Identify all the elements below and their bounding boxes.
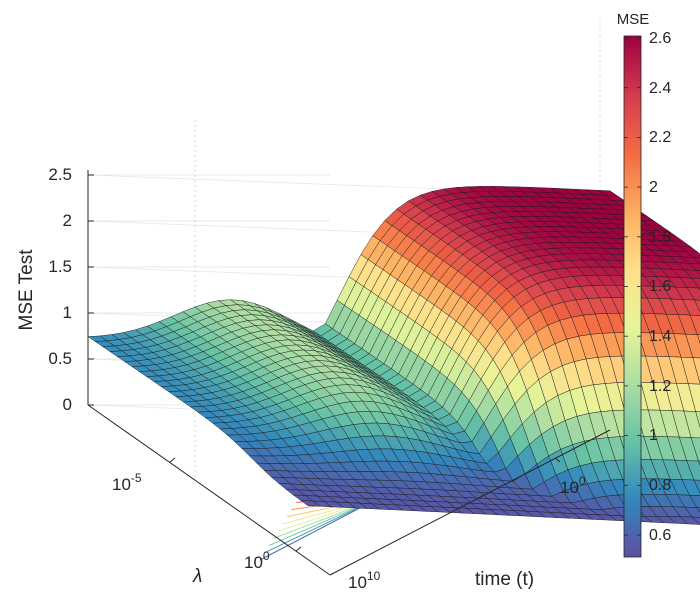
mse-surface [87, 186, 700, 525]
time-tick-mark [554, 457, 561, 463]
lambda-tick-label: 100 [244, 549, 270, 572]
colorbar-ticks [624, 37, 641, 536]
colorbar-tick-label: 2.6 [649, 30, 671, 47]
z-tick-label: 0 [63, 395, 72, 414]
z-tick-label: 0.5 [48, 349, 72, 368]
z-tick-label: 2 [63, 211, 72, 230]
time-axis-line [329, 429, 611, 576]
colorbar-tick-label: 0.6 [649, 527, 671, 544]
lambda-axis-line [87, 404, 331, 576]
colorbar-tick-label: 2 [649, 179, 658, 196]
colorbar-tick-label: 1.2 [649, 378, 671, 395]
z-tick-label: 1.5 [48, 257, 72, 276]
time-axis-ticks: 1010 100 [348, 474, 586, 592]
colorbar-tick-label: 0.8 [649, 477, 671, 494]
time-tick-label: 1010 [348, 569, 381, 592]
lambda-axis-label: λ [192, 566, 202, 587]
colorbar-title: MSE [617, 11, 650, 28]
colorbar-tick-label: 2.2 [649, 129, 671, 146]
surface-patch [299, 500, 321, 507]
z-tick-label: 1 [63, 303, 72, 322]
axes-lines [87, 170, 611, 576]
colorbar-tick-label: 1.6 [649, 278, 671, 295]
lambda-tick-label: 10-5 [112, 471, 142, 494]
time-axis-label: time (t) [475, 569, 534, 590]
lambda-tick-mark [169, 457, 176, 463]
time-tick-label: 100 [560, 474, 586, 497]
colorbar: MSE 0.6 0.8 1 1.2 1.4 1.6 1.8 2 2.2 2.4 … [617, 11, 671, 558]
z-axis-label: MSE Test [16, 249, 37, 331]
colorbar-tick-label: 1.4 [649, 328, 671, 345]
lambda-axis-ticks: 10-5 100 [112, 471, 270, 572]
lambda-tick-mark [295, 546, 302, 552]
z-axis-ticks: 0 0.5 1 1.5 2 2.5 [48, 165, 72, 414]
colorbar-tick-label: 1.8 [649, 229, 671, 246]
colorbar-gradient [623, 35, 642, 558]
colorbar-tick-label: 2.4 [649, 80, 671, 97]
z-tick-label: 2.5 [48, 165, 72, 184]
colorbar-tick-label: 1 [649, 427, 658, 444]
